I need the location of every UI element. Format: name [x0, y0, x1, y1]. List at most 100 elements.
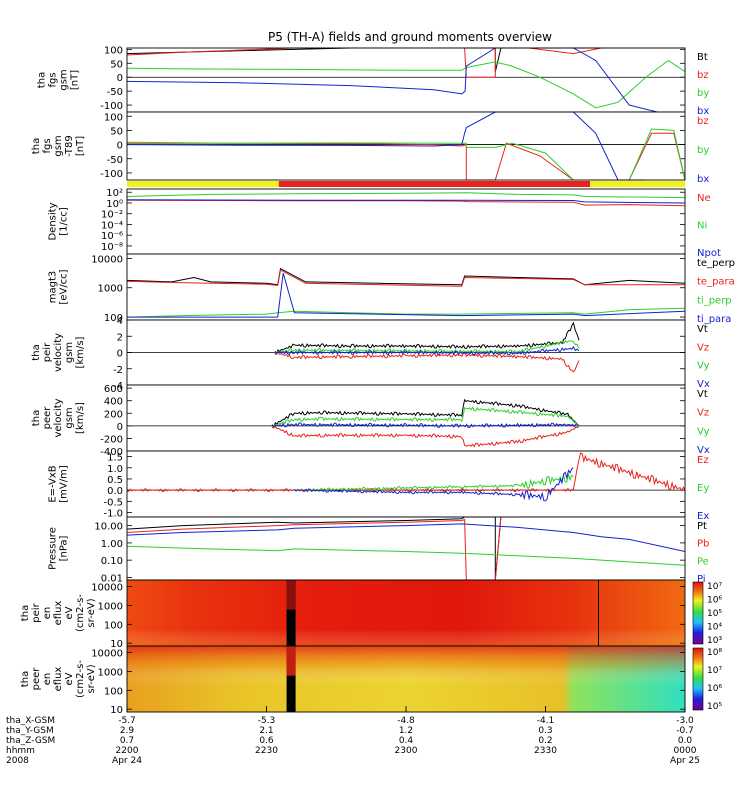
- y-axis-label-line: sr-eV): [86, 664, 97, 693]
- colorbar-ramp: [692, 647, 704, 711]
- y-tick-label: 400: [104, 397, 123, 408]
- colorbar-tick-label: 10⁵: [707, 609, 722, 619]
- series-line-pt: [126, 516, 502, 581]
- y-tick-label: -100: [100, 101, 123, 112]
- y-axis-label-line: peir: [42, 342, 53, 362]
- series-line-pb: [126, 516, 518, 581]
- legend-entry: Pi: [697, 574, 706, 585]
- series-line-by: [126, 128, 686, 181]
- panel-peir_velocity: 4 2 0 -2 -4 tha peir velocity gsm [km/s] Vt Vz Vy Vx: [31, 316, 710, 392]
- y-axis-label-line: en: [42, 607, 53, 620]
- y-tick-label: 10: [110, 705, 123, 716]
- series-line-vt: [271, 398, 580, 428]
- y-tick-label: 10000: [91, 649, 123, 660]
- y-axis-label-line: Pressure: [48, 527, 59, 570]
- series-line-vz: [274, 350, 580, 373]
- series-line-bz: [126, 47, 685, 78]
- y-tick-label: 0: [117, 349, 123, 360]
- panel-temperature: 10000 1000 100 magt3 [eV/cc] te_perp te_parati…: [48, 253, 735, 325]
- legend-entry: Ni: [697, 221, 707, 232]
- y-axis-label: tha fgs gsm [nT]: [37, 69, 81, 90]
- ephemeris-value: 0.6: [259, 736, 274, 746]
- series-line-npot: [126, 199, 686, 204]
- y-tick-label: 2: [117, 332, 123, 343]
- series-line-bx: [126, 111, 646, 181]
- ephemeris-value: 1.2: [399, 726, 413, 736]
- series-line-vx: [271, 422, 580, 429]
- ephemeris-value: 2330: [534, 746, 557, 756]
- y-tick-label: -50: [107, 155, 123, 166]
- y-tick-label: -2: [113, 365, 123, 376]
- y-axis-label-line: eflux: [53, 667, 64, 692]
- y-axis-label-line: [1/cc]: [59, 207, 70, 236]
- ephemeris-value: -4.8: [397, 716, 415, 726]
- series-line-ez: [127, 452, 686, 492]
- legend-entry: te_perp: [697, 258, 735, 269]
- y-axis-label: Pressure [nPa]: [48, 527, 70, 570]
- ephemeris-value: 0.0: [678, 736, 693, 746]
- y-tick-label: 100: [104, 45, 123, 56]
- y-axis-label-line: tha: [20, 671, 31, 687]
- y-axis-label-line: gsm: [59, 69, 70, 90]
- colorbar-tick-label: 10⁸: [707, 648, 722, 658]
- mode-bar-segment: [127, 181, 279, 187]
- y-tick-label: 10: [110, 639, 123, 650]
- series-line-te-para: [126, 269, 685, 287]
- x-axis-ephemeris: tha_X-GSMtha_Y-GSMtha_Z-GSMhhmm2008-5.72…: [6, 706, 700, 766]
- y-tick-label: -400: [100, 447, 123, 458]
- y-tick-label: 100: [104, 620, 123, 631]
- y-axis-label-line: tha: [20, 605, 31, 621]
- y-tick-label: 0.01: [101, 573, 123, 584]
- ephemeris-value: 2.9: [120, 726, 135, 736]
- panel-mode_bar: [127, 181, 685, 187]
- ephemeris-value: 2200: [116, 746, 139, 756]
- series-line-vx: [274, 345, 580, 356]
- y-axis-label-line: tha: [31, 344, 42, 360]
- y-axis-label-line: -T89: [64, 135, 75, 157]
- y-tick-label: 10⁻²: [101, 210, 123, 221]
- y-tick-label: 10²: [106, 188, 123, 199]
- y-axis-label-line: gsm: [64, 342, 75, 363]
- legend-entry: Ez: [697, 455, 709, 466]
- colorbar-tick-label: 10⁷: [707, 582, 722, 592]
- mode-bar-segment: [278, 181, 591, 187]
- colorbar-tick-label: 10⁶: [707, 684, 722, 694]
- legend-entry: Ey: [697, 483, 709, 494]
- y-axis-label-line: E=-VxB: [48, 465, 59, 502]
- legend-entry: te_para: [697, 277, 735, 288]
- y-axis-label-line: (cm2-s-: [75, 594, 86, 632]
- y-axis-label-line: velocity: [53, 398, 64, 437]
- series-line-by: [126, 59, 686, 109]
- y-tick-label: 100: [104, 313, 123, 324]
- y-axis-label-line: peer: [31, 667, 42, 691]
- colorbar-tick-label: 10⁵: [707, 702, 722, 712]
- panel-fgs_t89: 100 50 0 -50 -100 tha fgs gsm -T89 [nT] bz by bx: [31, 111, 709, 185]
- y-axis-label-line: en: [42, 673, 53, 686]
- legend-entry: ti_perp: [697, 295, 732, 306]
- y-tick-label: -1.0: [103, 509, 123, 520]
- y-tick-label: 1.00: [101, 539, 123, 550]
- y-axis-label-line: eflux: [53, 601, 64, 626]
- y-tick-label: 0.0: [107, 486, 123, 497]
- legend-entry: Ex: [697, 511, 709, 522]
- ephemeris-value: Apr 25: [670, 756, 700, 766]
- y-tick-label: 1000: [98, 667, 123, 678]
- series-line-bx: [126, 47, 658, 113]
- y-axis-label-line: [nPa]: [59, 535, 70, 561]
- y-tick-label: -0.5: [103, 497, 123, 508]
- y-tick-label: 0: [117, 141, 123, 152]
- y-tick-label: 10000: [91, 583, 123, 594]
- legend-entry: Vz: [697, 408, 709, 419]
- series-line-ti-para: [127, 272, 686, 318]
- ephemeris-value: Apr 24: [112, 756, 142, 766]
- series-line-bz: [127, 132, 686, 181]
- y-axis-label-line: [km/s]: [75, 336, 86, 368]
- colorbar-tick-label: 10⁶: [707, 596, 722, 606]
- panel-background: [127, 385, 685, 451]
- y-tick-label: 4: [117, 316, 123, 327]
- y-tick-label: 10⁻⁴: [101, 220, 123, 231]
- legend-entry: by: [697, 145, 709, 156]
- y-axis-label-line: [mV/m]: [59, 465, 70, 503]
- y-tick-label: 0.10: [101, 556, 123, 567]
